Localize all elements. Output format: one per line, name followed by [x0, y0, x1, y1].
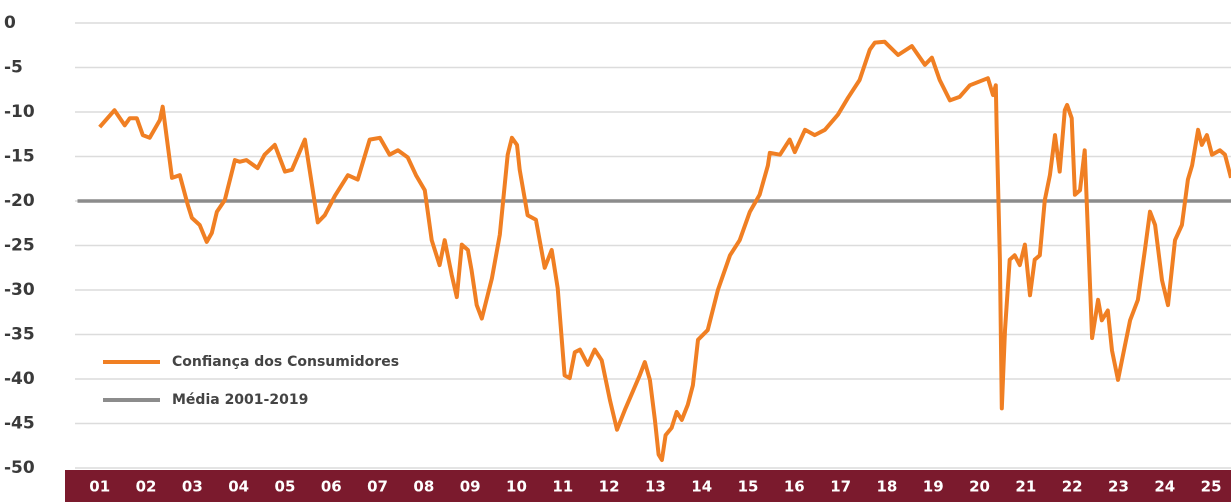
x-tick-label: 06	[321, 478, 342, 496]
x-tick-label: 05	[275, 478, 296, 496]
x-tick-label: 21	[1015, 478, 1036, 496]
x-tick-label: 14	[691, 478, 712, 496]
x-tick-label: 03	[182, 478, 203, 496]
x-tick-label: 04	[228, 478, 249, 496]
x-tick-label: 01	[89, 478, 110, 496]
x-tick-label: 17	[830, 478, 851, 496]
y-tick-label: -40	[4, 369, 35, 389]
y-tick-label: -10	[4, 102, 35, 122]
y-tick-label: -25	[4, 236, 35, 256]
x-tick-label: 02	[136, 478, 157, 496]
x-tick-label: 12	[599, 478, 620, 496]
x-tick-label: 24	[1154, 478, 1175, 496]
x-tick-label: 15	[738, 478, 759, 496]
y-tick-label: -20	[4, 191, 35, 211]
y-tick-label: 0	[4, 13, 16, 33]
y-tick-label: -35	[4, 325, 35, 345]
y-tick-label: -30	[4, 280, 35, 300]
x-tick-label: 23	[1108, 478, 1129, 496]
legend-label: Média 2001-2019	[172, 392, 308, 408]
x-tick-label: 11	[552, 478, 573, 496]
x-tick-label: 22	[1062, 478, 1083, 496]
legend-label: Confiança dos Consumidores	[172, 354, 399, 370]
x-axis-band	[65, 470, 1231, 502]
series-line	[98, 39, 1231, 462]
x-tick-label: 13	[645, 478, 666, 496]
y-tick-label: -15	[4, 147, 35, 167]
y-tick-label: -45	[4, 414, 35, 434]
y-tick-label: -5	[4, 58, 23, 78]
x-tick-label: 08	[413, 478, 434, 496]
x-tick-label: 25	[1201, 478, 1222, 496]
x-tick-label: 07	[367, 478, 388, 496]
x-tick-label: 19	[923, 478, 944, 496]
x-tick-label: 16	[784, 478, 805, 496]
x-tick-label: 18	[877, 478, 898, 496]
x-tick-label: 09	[460, 478, 481, 496]
y-tick-label: -50	[4, 458, 35, 478]
x-tick-label: 20	[969, 478, 990, 496]
x-tick-label: 10	[506, 478, 527, 496]
